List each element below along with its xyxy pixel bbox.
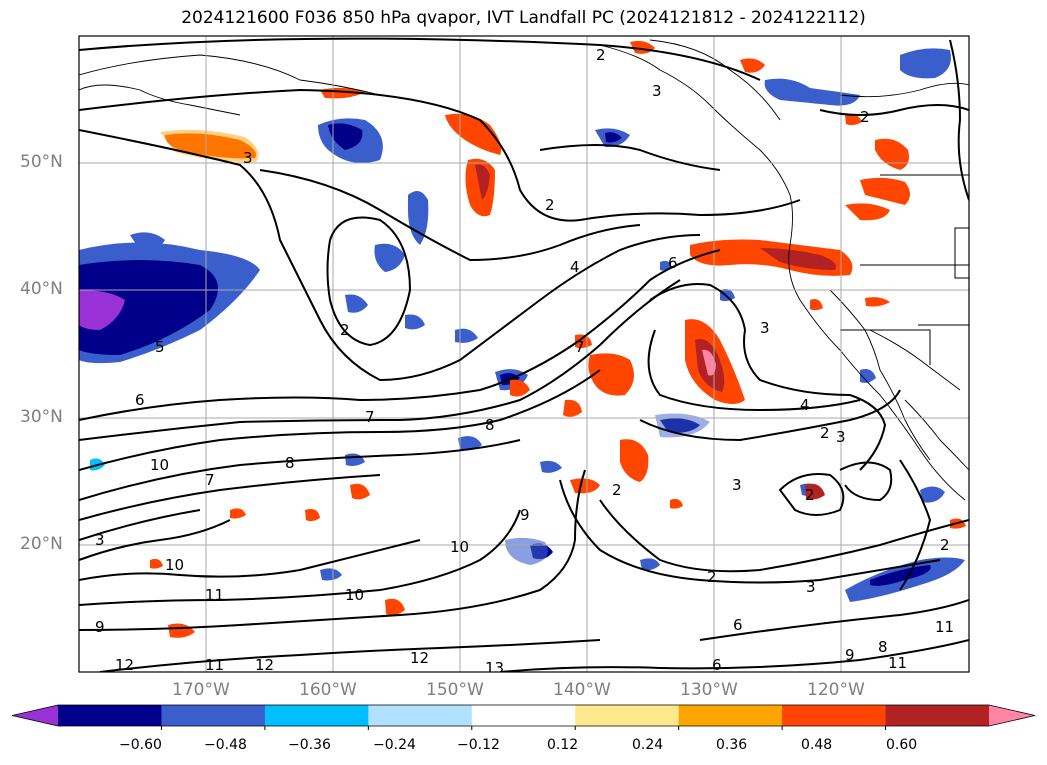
colorbar-segment: [678, 705, 783, 726]
colorbar-segment: [368, 705, 473, 726]
contour-labels: 2 3 3 2 4 6 2 5 3 7 6 7 8 4 2 3 10 8 7 2…: [95, 46, 954, 677]
contour-label: 8: [485, 416, 495, 434]
lon-label: 170°W: [172, 680, 230, 700]
colorbar-tick-label: −0.36: [288, 737, 331, 753]
colorbar-tick-label: 0.60: [886, 737, 918, 753]
lat-label: 50°N: [20, 152, 63, 172]
contour-label: 2: [805, 486, 815, 504]
colorbar-tick-label: −0.12: [457, 737, 500, 753]
coastlines: [79, 39, 969, 501]
colorbar-tick-label: −0.60: [119, 737, 162, 753]
contour-label: 7: [575, 338, 585, 356]
colorbar-extend-low: [12, 705, 58, 726]
colorbar-tick-label: 0.12: [547, 737, 579, 753]
colorbar-tick-label: 0.48: [801, 737, 833, 753]
lon-label: 140°W: [553, 680, 611, 700]
lon-label: 150°W: [426, 680, 484, 700]
colorbar-extend-high: [989, 705, 1035, 726]
colorbar-segment: [58, 705, 162, 726]
contour-label: 5: [155, 338, 165, 356]
contour-label: 3: [806, 578, 816, 596]
contour-label: 11: [888, 654, 907, 672]
contour-label: 3: [243, 149, 253, 167]
colorbar-segment: [885, 705, 990, 726]
colorbar-tick-label: −0.24: [373, 737, 416, 753]
contour-label: 12: [115, 656, 134, 674]
contour-label: 4: [570, 258, 580, 276]
contour-label: 12: [410, 649, 429, 667]
lat-label: 40°N: [20, 279, 63, 299]
contour-label: 11: [205, 656, 224, 674]
colorbar-outline: [11, 704, 1036, 727]
colorbar-segment: [575, 705, 680, 726]
contour-label: 12: [255, 656, 274, 674]
lat-label: 20°N: [20, 534, 63, 554]
contour-label: 9: [95, 618, 105, 636]
political-borders: [840, 174, 969, 365]
contour-label: 3: [732, 476, 742, 494]
contour-label: 6: [712, 656, 722, 674]
contour-label: 8: [285, 454, 295, 472]
colorbar-segment: [264, 705, 369, 726]
ivt-contours: [79, 37, 969, 672]
contour-label: 7: [365, 408, 375, 426]
contour-label: 2: [545, 196, 555, 214]
lon-label: 160°W: [299, 680, 357, 700]
contour-label: 2: [707, 568, 717, 586]
contour-label: 2: [820, 424, 830, 442]
contour-label: 2: [860, 108, 870, 126]
contour-label: 3: [652, 82, 662, 100]
colorbar-tick-label: −0.48: [204, 737, 247, 753]
map-title: 2024121600 F036 850 hPa qvapor, IVT Land…: [181, 8, 866, 28]
lat-label: 30°N: [20, 407, 63, 427]
contour-label: 10: [345, 586, 364, 604]
contour-label: 10: [150, 456, 169, 474]
map-frame: [78, 35, 970, 673]
contour-label: 2: [612, 481, 622, 499]
colorbar-tick-label: 0.24: [632, 737, 664, 753]
contour-label: 2: [940, 536, 950, 554]
contour-label: 9: [520, 506, 530, 524]
contour-label: 6: [668, 254, 678, 272]
contour-label: 2: [596, 46, 606, 64]
contour-label: 13: [485, 659, 504, 677]
contour-label: 8: [878, 638, 888, 656]
contour-label: 10: [450, 538, 469, 556]
contour-label: 3: [95, 531, 105, 549]
contour-label: 11: [935, 618, 954, 636]
lon-label: 130°W: [680, 680, 738, 700]
lon-label: 120°W: [807, 680, 865, 700]
colorbar-segment: [782, 705, 887, 726]
graticule: [79, 36, 969, 672]
contour-label: 11: [205, 586, 224, 604]
contour-label: 4: [800, 396, 810, 414]
contour-label: 9: [845, 646, 855, 664]
contour-label: 6: [733, 616, 743, 634]
contour-label: 7: [205, 471, 215, 489]
colorbar-tick-label: 0.36: [716, 737, 748, 753]
contour-label: 3: [760, 319, 770, 337]
contour-label: 10: [165, 556, 184, 574]
colorbar-segment: [471, 705, 576, 726]
colorbar-segment: [161, 705, 266, 726]
contour-label: 3: [836, 428, 846, 446]
positive-anomaly-shading: [150, 40, 966, 638]
contour-label: 6: [135, 391, 145, 409]
colorbar: [11, 704, 1036, 730]
contour-label: 2: [340, 321, 350, 339]
